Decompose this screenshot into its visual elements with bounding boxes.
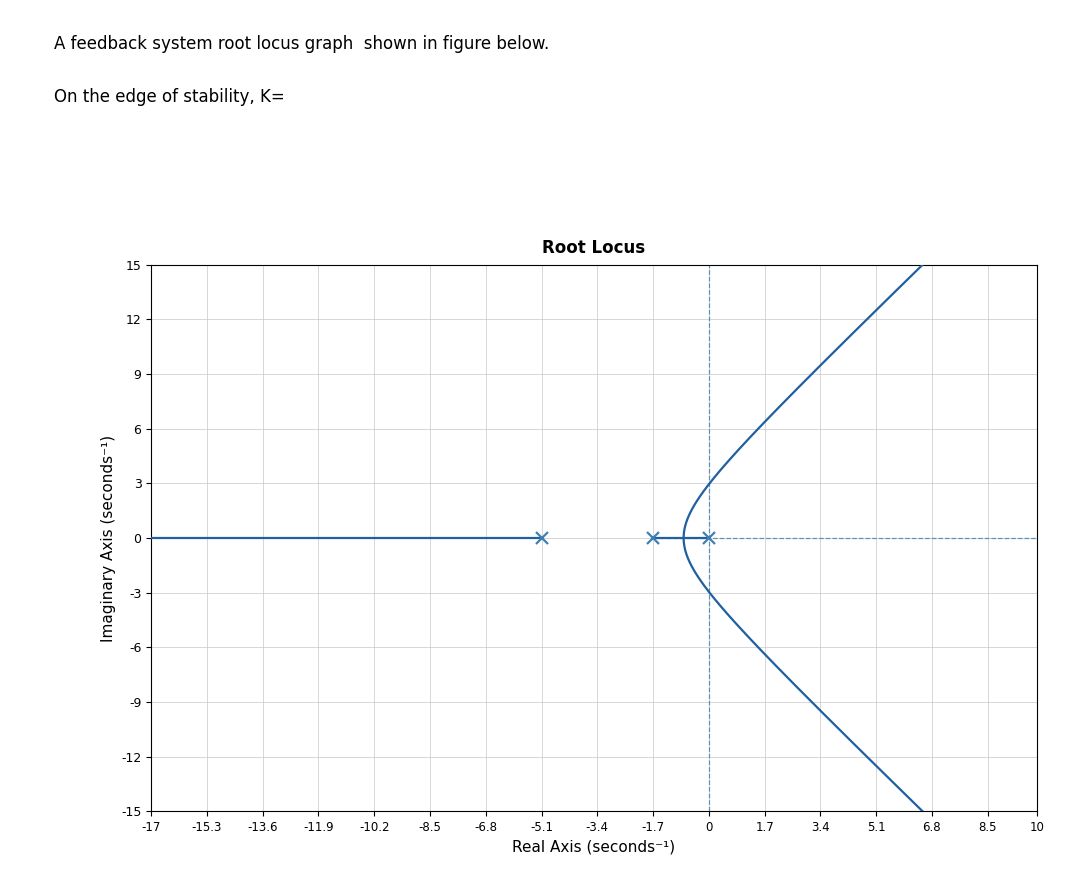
Text: A feedback system root locus graph  shown in figure below.: A feedback system root locus graph shown…: [54, 35, 550, 53]
Text: On the edge of stability, K=: On the edge of stability, K=: [54, 88, 285, 106]
Title: Root Locus: Root Locus: [542, 240, 646, 258]
Y-axis label: Imaginary Axis (seconds⁻¹): Imaginary Axis (seconds⁻¹): [100, 435, 116, 641]
X-axis label: Real Axis (seconds⁻¹): Real Axis (seconds⁻¹): [512, 840, 676, 855]
